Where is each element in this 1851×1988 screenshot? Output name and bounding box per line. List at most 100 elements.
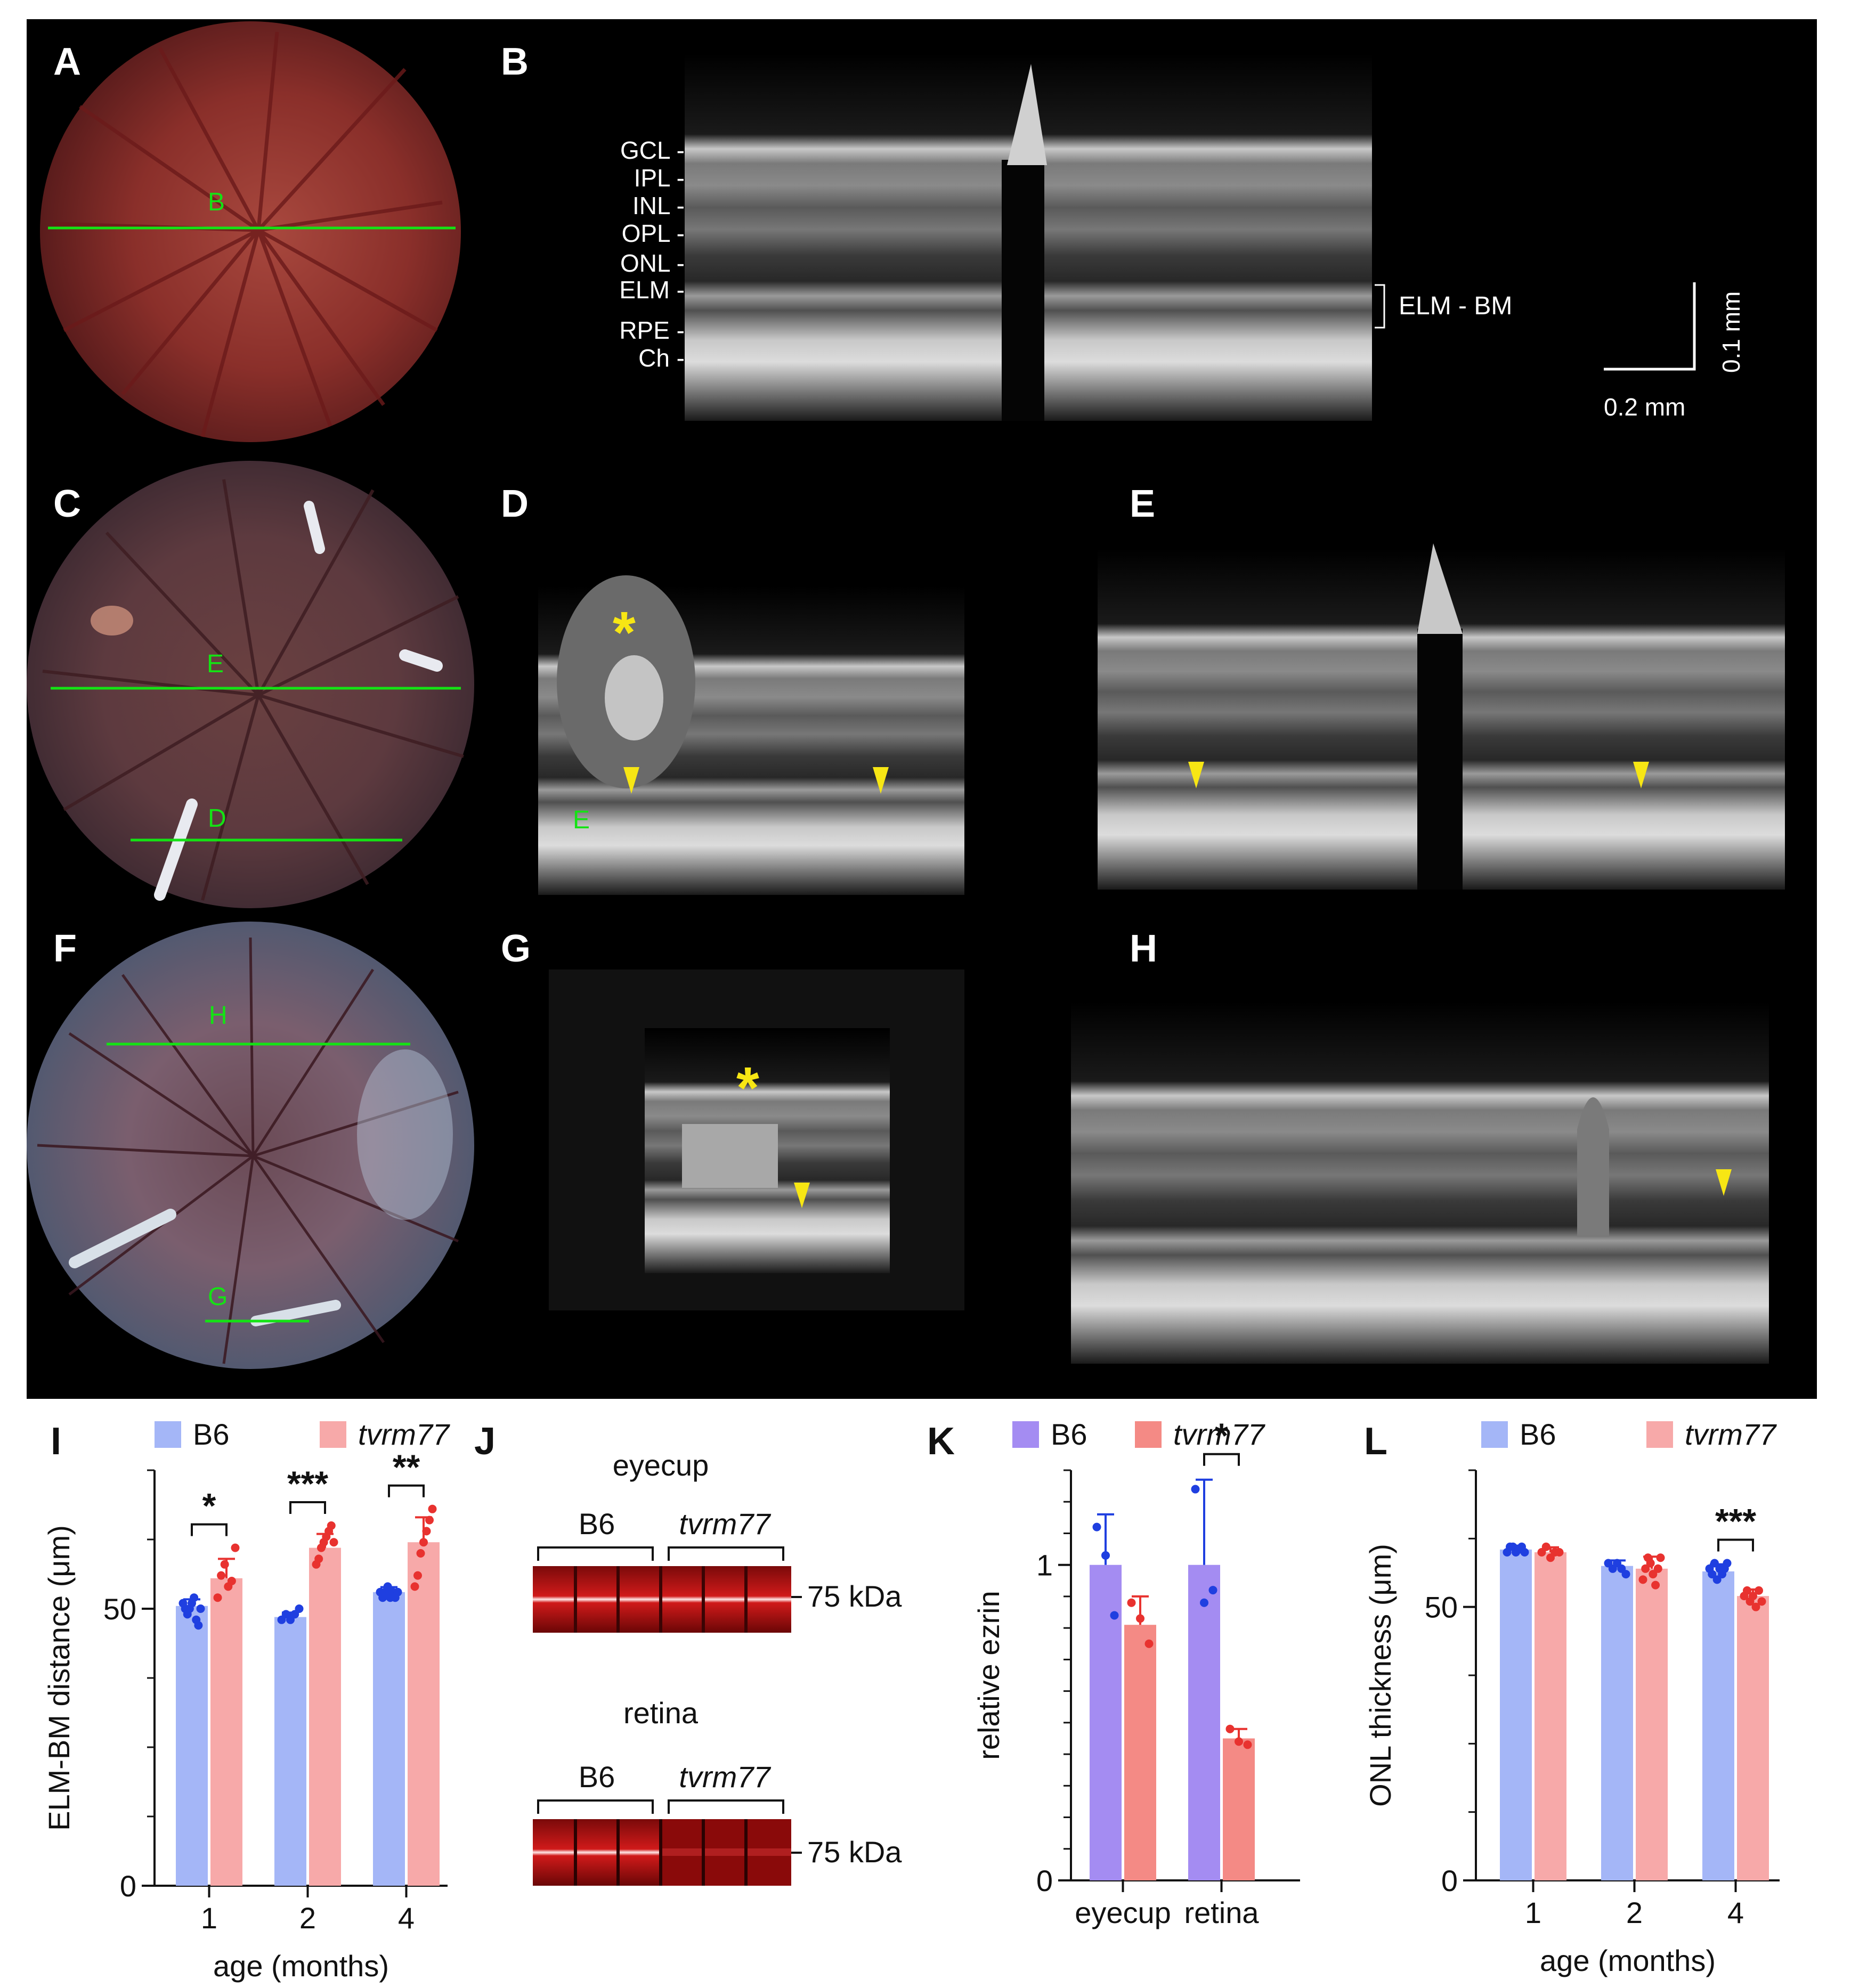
data-point <box>1101 1551 1110 1560</box>
data-point <box>1243 1740 1252 1749</box>
data-point <box>413 1571 422 1580</box>
data-point <box>1653 1564 1662 1573</box>
x-tick-label: 2 <box>299 1901 316 1935</box>
blot-top-mw: 75 kDa <box>807 1579 902 1613</box>
x-axis-label: age (months) <box>213 1949 389 1983</box>
data-point <box>1621 1570 1630 1579</box>
data-point <box>419 1538 428 1547</box>
fundus-C-vessels <box>42 479 464 901</box>
oct-E-disc <box>1417 543 1463 634</box>
data-point <box>428 1504 437 1513</box>
fundus-F <box>27 922 474 1369</box>
scale-bar <box>1604 282 1696 371</box>
oct-E-shadow <box>1417 629 1463 890</box>
data-point <box>1110 1611 1119 1620</box>
layer-label-elm: ELM - <box>619 276 685 304</box>
data-point <box>227 1577 236 1585</box>
data-point <box>1144 1639 1154 1648</box>
data-point <box>425 1516 434 1525</box>
significance-bracket <box>289 1501 326 1514</box>
data-point <box>410 1582 419 1591</box>
data-point <box>1755 1586 1763 1595</box>
panel-label-E: E <box>1130 483 1155 525</box>
data-point <box>231 1543 240 1552</box>
bar-B6-retina <box>1188 1565 1220 1880</box>
elm-bm-bracket <box>1375 284 1385 329</box>
bar-B6-2 <box>274 1617 306 1886</box>
y-tick-label: 50 <box>103 1592 136 1626</box>
oct-E-arrowhead <box>1633 762 1649 788</box>
data-point <box>1200 1598 1208 1607</box>
data-point <box>217 1571 226 1580</box>
panel-label-B: B <box>501 40 529 83</box>
scan-label-F-G: G <box>208 1283 228 1311</box>
scale-bar-h-label: 0.2 mm <box>1604 393 1685 421</box>
data-point <box>213 1593 222 1602</box>
data-point <box>1235 1737 1243 1746</box>
blot-top-lane-dividers <box>574 1566 748 1633</box>
data-point <box>1712 1575 1722 1584</box>
significance-bracket <box>1717 1538 1754 1552</box>
blot-title-eyecup: eyecup <box>613 1448 709 1482</box>
fundus-C-lesion <box>304 501 325 554</box>
x-tick-label: 4 <box>398 1901 415 1935</box>
legend-label: B6 <box>1051 1417 1087 1451</box>
layer-label-ipl: IPL - <box>634 164 685 192</box>
data-point <box>314 1554 323 1563</box>
bar-tvrm77-2 <box>309 1547 341 1886</box>
panel-label-F: F <box>53 927 77 970</box>
scale-bar-v-label: 0.1 mm <box>1717 291 1745 373</box>
fundus-C-lesion <box>154 799 198 901</box>
data-point <box>1191 1485 1200 1494</box>
data-point <box>1520 1548 1529 1557</box>
blot-bottom-group2: tvrm77 <box>679 1760 771 1794</box>
data-point <box>422 1527 431 1536</box>
data-point <box>1743 1586 1751 1595</box>
significance-bracket <box>191 1523 228 1536</box>
x-axis-label: age (months) <box>1540 1944 1716 1977</box>
data-point <box>1646 1559 1655 1568</box>
data-point <box>329 1538 338 1547</box>
significance-label: * <box>1215 1416 1229 1455</box>
fundus-F-vessels <box>37 937 459 1364</box>
blot-bottom-group1: B6 <box>579 1760 615 1794</box>
bar-tvrm77-2 <box>1636 1568 1668 1880</box>
layer-label-inl: INL - <box>632 192 685 219</box>
oct-D-asterisk: * <box>613 600 636 665</box>
y-tick-label: 0 <box>120 1869 136 1903</box>
blot-bottom-band-b6 <box>533 1819 661 1886</box>
panel-label-C: C <box>53 483 81 525</box>
chart-K: K B6 tvrm77 0 1 relative ezrin eyecup retina * <box>927 1416 1300 1929</box>
bar-B6-4 <box>373 1592 405 1886</box>
bar-B6-1 <box>1500 1549 1532 1880</box>
data-point <box>393 1587 402 1596</box>
legend-label: tvrm77 <box>1685 1417 1777 1451</box>
x-tick-label: 1 <box>1525 1896 1541 1929</box>
y-axis-label: relative ezrin <box>972 1591 1005 1759</box>
significance-bracket <box>1203 1453 1240 1466</box>
data-point <box>194 1621 203 1630</box>
oct-B-shadow <box>1002 160 1044 421</box>
significance-bracket <box>388 1484 425 1497</box>
legend-swatch <box>155 1421 181 1448</box>
x-tick-label: 2 <box>1626 1896 1643 1929</box>
data-point <box>1136 1614 1144 1623</box>
blot-bottom-mw: 75 kDa <box>807 1835 902 1869</box>
data-point <box>1208 1586 1217 1595</box>
y-axis-label: ONL thickness (μm) <box>1363 1544 1397 1807</box>
scan-label-F-H: H <box>209 1001 228 1030</box>
y-tick-label: 0 <box>1036 1864 1053 1897</box>
oct-B-disc <box>1007 64 1047 165</box>
bar-B6-2 <box>1601 1566 1633 1880</box>
bar-tvrm77-retina <box>1223 1738 1255 1880</box>
blot-top-group1: B6 <box>579 1507 615 1541</box>
data-point <box>1723 1559 1732 1568</box>
data-point <box>1127 1598 1136 1607</box>
layer-label-rpe: RPE - <box>619 316 685 344</box>
fundus-C-lesion <box>399 649 443 672</box>
y-axis-label: ELM-BM distance (μm) <box>42 1525 76 1831</box>
blot-top-group2: tvrm77 <box>679 1507 771 1541</box>
fundus-F-lesion <box>69 1209 176 1268</box>
blot-bottom-bracket2 <box>668 1799 784 1814</box>
